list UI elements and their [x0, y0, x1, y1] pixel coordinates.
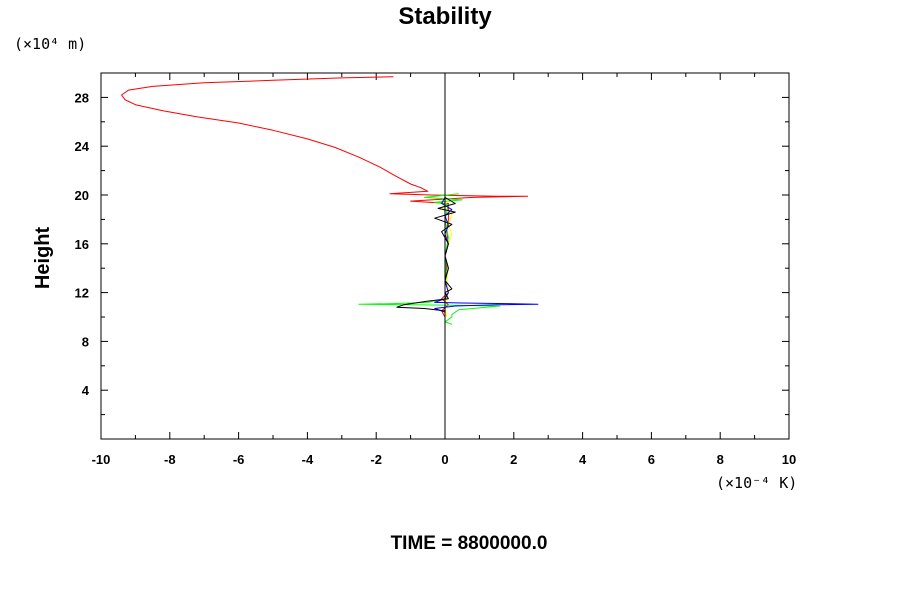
y-tick-label: 24 — [75, 139, 90, 154]
y-tick-label: 4 — [82, 383, 90, 398]
x-tick-label: 10 — [782, 452, 796, 467]
time-label: TIME = 8800000.0 — [391, 533, 548, 554]
profile-series-5 — [396, 196, 456, 317]
x-tick-label: -6 — [233, 452, 245, 467]
y-tick-label: 16 — [75, 237, 89, 252]
y-tick-label: 28 — [75, 90, 89, 105]
x-tick-label: -8 — [164, 452, 176, 467]
x-tick-label: 4 — [579, 452, 587, 467]
y-tick-label: 12 — [75, 286, 89, 301]
profile-lines — [121, 76, 539, 336]
profile-series-1 — [121, 76, 529, 336]
y-tick-label: 20 — [75, 188, 89, 203]
y-unit-label: (×10⁴ m) — [14, 35, 86, 53]
y-tick-label: 8 — [82, 334, 89, 349]
x-tick-label: 8 — [717, 452, 724, 467]
plot-frame — [100, 72, 790, 440]
x-tick-label: -10 — [92, 452, 111, 467]
x-tick-label: -2 — [370, 452, 382, 467]
profile-series-2 — [358, 193, 501, 325]
y-axis-title: Height — [32, 227, 54, 290]
profile-series-4 — [434, 197, 539, 317]
chart-title: Stability — [398, 3, 492, 30]
x-tick-label: 6 — [648, 452, 655, 467]
x-tick-label: 2 — [510, 452, 517, 467]
x-unit-label: (×10⁻⁴ K) — [716, 474, 797, 492]
x-tick-label: 0 — [441, 452, 448, 467]
x-tick-label: -4 — [302, 452, 314, 467]
